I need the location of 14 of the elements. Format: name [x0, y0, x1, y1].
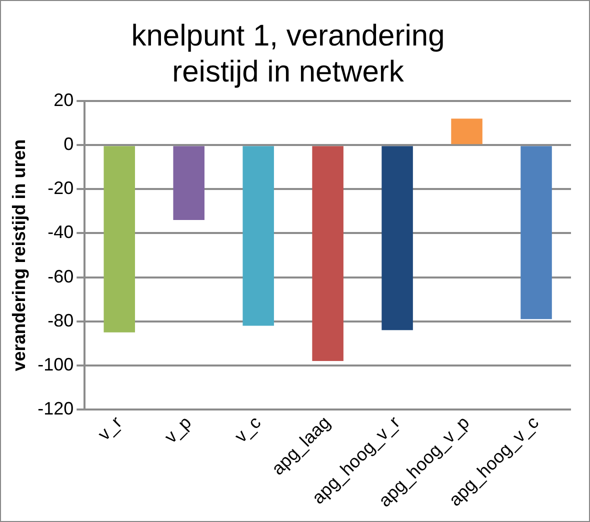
x-tick-label: v_r — [94, 412, 126, 444]
text: reistijd in netwerk — [172, 55, 404, 88]
y-tick-label: 20 — [54, 90, 74, 110]
x-tick-label: v_p — [160, 412, 196, 448]
text: knelpunt 1, verandering — [131, 19, 445, 52]
y-tick-label: -80 — [48, 310, 74, 330]
y-axis-title: verandering reistijd in uren — [8, 139, 29, 372]
x-tick-label: v_c — [230, 412, 265, 446]
y-tick-label: 0 — [64, 134, 74, 154]
y-tick-label: -40 — [48, 222, 74, 242]
y-tick-label: -20 — [48, 178, 74, 198]
y-tick-label: -100 — [38, 354, 74, 374]
y-tick-label: -120 — [38, 398, 74, 418]
y-tick-label: -60 — [48, 266, 74, 286]
